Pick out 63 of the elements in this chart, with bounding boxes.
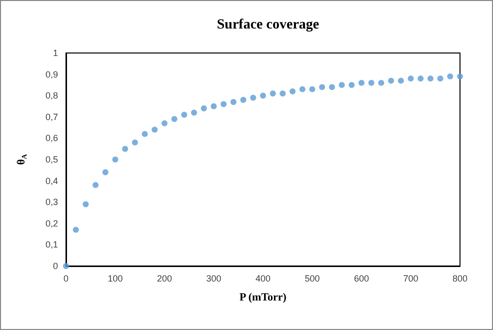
x-tick-label: 800 (452, 274, 468, 284)
point (102, 169, 108, 176)
point (250, 94, 256, 101)
point (408, 76, 414, 82)
point (132, 139, 138, 146)
y-tick-label: 0 (52, 261, 58, 271)
point (358, 80, 364, 86)
point (368, 80, 374, 86)
point (191, 110, 198, 116)
point (72, 226, 79, 233)
point (398, 78, 404, 84)
point (92, 182, 99, 188)
point (319, 84, 326, 90)
point (200, 105, 207, 112)
point (240, 96, 246, 103)
y-tick-label: 0,4 (45, 176, 58, 186)
x-tick-label: 100 (108, 274, 123, 284)
point (260, 92, 266, 99)
point (388, 78, 394, 84)
point (270, 90, 276, 96)
point (171, 116, 178, 122)
point (152, 126, 158, 133)
x-tick-label: 0 (63, 274, 69, 284)
point (309, 86, 316, 92)
point (348, 82, 355, 88)
point (457, 73, 463, 80)
point (162, 120, 168, 126)
y-tick-label: 1 (52, 48, 58, 58)
y-tick-label: 0,2 (45, 218, 58, 228)
y-tick-label: 0,6 (45, 133, 58, 144)
y-tick-label: 0,9 (45, 69, 58, 80)
y-tick-label: 0,1 (45, 240, 58, 250)
point (338, 82, 345, 88)
point (328, 84, 335, 90)
point (142, 130, 148, 137)
x-tick-label: 700 (403, 274, 418, 284)
chart-title: Surface coverage (216, 18, 320, 32)
point (447, 73, 454, 80)
point (378, 80, 384, 86)
point (210, 103, 217, 110)
y-tick-label: 0,8 (45, 90, 58, 101)
point (82, 201, 89, 208)
x-tick-label: 400 (255, 274, 271, 284)
point (418, 76, 424, 82)
point (230, 98, 236, 105)
point (299, 86, 306, 92)
x-tick-label: 300 (206, 274, 222, 284)
point (280, 90, 286, 96)
point (220, 101, 227, 108)
x-tick-label: 600 (354, 274, 370, 284)
point (122, 146, 128, 152)
point (63, 263, 69, 269)
point (427, 76, 434, 82)
point (181, 112, 188, 118)
y-tick-label: 0,5 (45, 154, 58, 164)
point (112, 156, 118, 162)
x-axis-title: P (mTorr) (240, 292, 287, 304)
y-tick-label: 0,7 (45, 112, 58, 122)
y-tick-label: 0,3 (45, 197, 58, 208)
point (437, 76, 444, 82)
x-tick-label: 200 (156, 274, 172, 284)
point (290, 88, 296, 94)
x-tick-label: 500 (304, 274, 320, 284)
